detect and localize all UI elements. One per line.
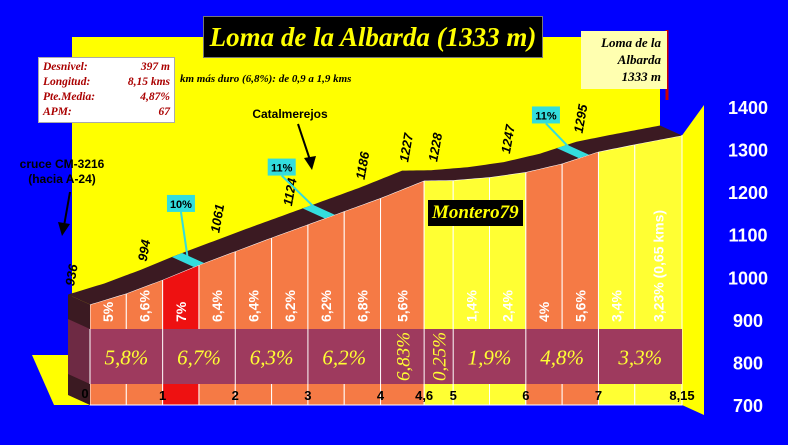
segment-grade-label: 5% (100, 301, 116, 322)
altitude-label: 994 (135, 238, 154, 263)
y-tick-label: 800 (733, 353, 763, 373)
segment-grade-label: 6,4% (209, 290, 225, 322)
stat-value: 4,87% (140, 91, 170, 103)
segment-grade-label: 1,4% (463, 290, 479, 322)
annotation-line: cruce CM-3216 (20, 157, 105, 171)
altitude-label: 1061 (207, 203, 227, 234)
peak-badge-text: 11% (535, 110, 557, 122)
y-tick-label: 1100 (728, 226, 767, 246)
stat-row: Pte.Media: 4,87% (43, 90, 170, 105)
steep-stripe (171, 253, 205, 268)
x-tick-label: 2 (232, 388, 239, 403)
y-tick-label: 1200 (728, 183, 768, 203)
altitude-label: 1124 (280, 176, 300, 207)
peak-badge-text: 10% (170, 199, 192, 211)
x-tick-label: 4,6 (415, 388, 433, 403)
y-tick-label: 1300 (728, 141, 768, 161)
summit-label: Loma de la Albarda 1333 m (581, 31, 667, 89)
stat-row: Longitud: 8,15 kms (43, 75, 170, 90)
annotation-start: cruce CM-3216 (hacia A-24) (20, 157, 105, 186)
segment-grade-label: 6,6% (136, 290, 152, 322)
km-average-label: 6,2% (322, 346, 366, 370)
stat-label: Longitud: (43, 76, 91, 88)
y-tick-label: 1000 (728, 268, 768, 288)
annotation-arrow (63, 191, 71, 227)
y-tick-label: 900 (733, 311, 763, 331)
side-panel (682, 105, 704, 415)
peak-badge-pointer (281, 174, 320, 213)
peak-badge-pointer (545, 122, 574, 153)
altitude-label: 1247 (498, 123, 518, 155)
peak-badge (267, 158, 296, 176)
segment-grade-label: 5,6% (394, 290, 410, 322)
peak-badge-text: 11% (271, 163, 293, 175)
km-average-label: 4,8% (540, 346, 584, 370)
summit-line: 1333 m (621, 69, 661, 84)
km-average-label: 3,3% (617, 346, 662, 370)
stat-label: Desnivel: (43, 61, 88, 73)
x-tick-label: 5 (450, 388, 457, 403)
annotation-arrow (297, 123, 311, 161)
x-tick-label: 6 (522, 388, 529, 403)
stat-value: 397 m (140, 61, 170, 73)
km-average-label: 6,3% (250, 346, 294, 370)
stat-value: 67 (158, 106, 171, 118)
chart-title-text: Loma de la Albarda (1333 m) (209, 21, 537, 52)
peak-badge (531, 106, 560, 124)
annotation-line: (hacia A-24) (28, 172, 96, 186)
average-band (90, 329, 682, 384)
altitude-label: 936 (62, 262, 81, 287)
segment-grade-label: 3,4% (609, 290, 625, 322)
segment-grade-label: 6,8% (354, 290, 370, 322)
stat-value: 8,15 kms (127, 76, 170, 88)
y-tick-label: 700 (733, 396, 763, 416)
km-average-label: 6,7% (177, 346, 221, 370)
summit-line: Loma de la (601, 35, 661, 50)
x-tick-label: 8,15 (669, 388, 694, 403)
segment-grade-label: 5,6% (572, 290, 588, 322)
band-side (68, 319, 90, 384)
x-tick-label: 0 (81, 386, 88, 401)
x-tick-label: 7 (595, 388, 602, 403)
x-tick-label: 4 (377, 388, 385, 403)
segment-grade-label: 6,2% (282, 290, 298, 322)
x-tick-label: 1 (159, 388, 166, 403)
stat-label: APM: (43, 106, 72, 118)
km-average-label: 5,8% (104, 346, 148, 370)
segment-grade-label: 6,4% (245, 290, 261, 322)
annotation-catalmerejos: Catalmerejos (252, 107, 328, 121)
summit-line: Albarda (617, 52, 661, 67)
segment-grade-label: 7% (173, 301, 189, 322)
road-surface (68, 125, 682, 305)
km-average-label: 6,83% (393, 332, 414, 381)
stats-box: Desnivel: 397 m Longitud: 8,15 kms Pte.M… (38, 57, 175, 123)
stat-row: APM: 67 (43, 105, 170, 120)
author-label: Montero79 (428, 200, 523, 226)
altitude-label: 1186 (353, 150, 373, 181)
chart-title: Loma de la Albarda (1333 m) (203, 16, 543, 58)
altitude-label: 1295 (571, 102, 591, 134)
segment-grade-label: 2,4% (500, 290, 516, 322)
x-tick-label: 3 (304, 388, 311, 403)
segment-grade-label: 6,2% (318, 290, 334, 322)
peak-badge (166, 194, 195, 212)
annotation-arrowhead (58, 222, 70, 236)
km-average-label: 1,9% (468, 346, 512, 370)
segment-grade-label: 3,23% (0,65 kms) (650, 210, 666, 322)
altitude-label: 1227 (396, 131, 416, 163)
hardest-km-note: km más duro (6,8%): de 0,9 a 1,9 kms (180, 73, 352, 85)
stat-row: Desnivel: 397 m (43, 60, 170, 75)
km-average-label: 0,25% (430, 332, 451, 381)
y-tick-label: 1400 (728, 98, 768, 118)
altitude-label: 1228 (425, 131, 445, 163)
peak-badge-pointer (179, 211, 189, 261)
stat-label: Pte.Media: (43, 91, 96, 103)
segment-grade-label: 4% (536, 301, 552, 322)
annotation-arrowhead (304, 156, 316, 170)
author-text: Montero79 (432, 202, 519, 223)
